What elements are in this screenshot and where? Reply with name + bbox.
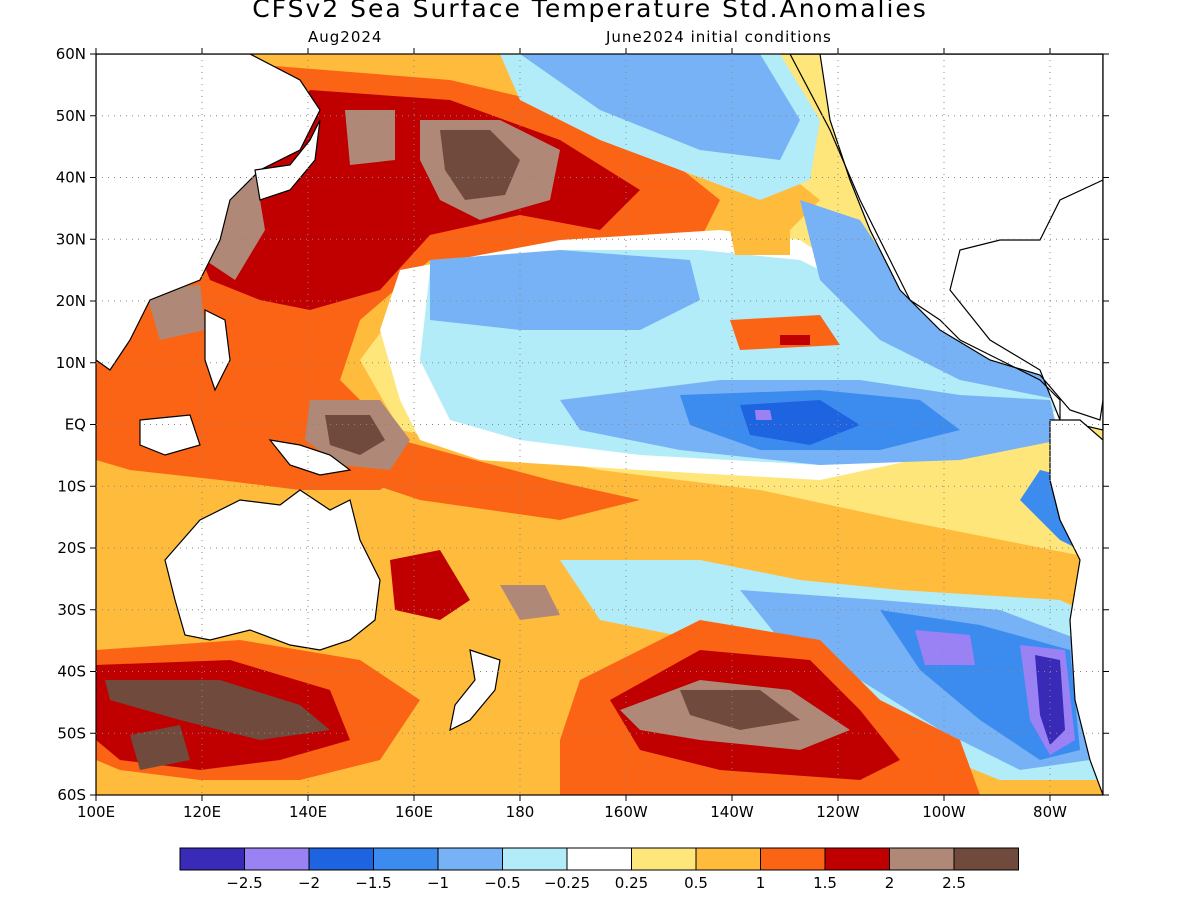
initial-conditions-label: June2024 initial conditions [606, 28, 832, 46]
south-america [1049, 419, 1103, 795]
lon-label: 100E [77, 803, 115, 821]
lat-label: 50S [57, 724, 86, 742]
colorbar-swatch [953, 847, 1019, 871]
colorbar-label: 2 [885, 874, 895, 892]
anomaly-region [390, 550, 470, 620]
colorbar-swatch [631, 847, 697, 871]
anomaly-region [780, 335, 810, 345]
colorbar-swatch [889, 847, 955, 871]
anomaly-region [1035, 655, 1065, 745]
anomaly-region [680, 690, 800, 730]
colorbar-label: −2 [298, 874, 320, 892]
new-guinea [268, 439, 352, 476]
lat-label: 60S [57, 786, 86, 804]
anomaly-region [105, 680, 330, 740]
lat-label: 50N [56, 107, 86, 125]
anomaly-region [440, 130, 520, 200]
lon-label: 180 [506, 803, 535, 821]
colorbar-swatch [308, 847, 374, 871]
lat-label: 60N [56, 45, 86, 63]
philippines [204, 309, 231, 392]
colorbar-label: 1.5 [813, 874, 837, 892]
lat-label: 40S [57, 663, 86, 681]
anomaly-region [345, 110, 395, 165]
colorbar [179, 847, 1019, 871]
colorbar-label: 0.5 [684, 874, 708, 892]
colorbar-label: −1 [427, 874, 449, 892]
colorbar-swatch [437, 847, 503, 871]
axis-ticks [90, 48, 1109, 801]
lat-label: 30S [57, 601, 86, 619]
lat-label: EQ [65, 416, 86, 434]
anomaly-region [755, 410, 772, 420]
lon-label: 100W [922, 803, 966, 821]
anomaly-region [130, 725, 190, 770]
colorbar-swatch [244, 847, 310, 871]
colorbar-swatch [566, 847, 632, 871]
japan [254, 119, 321, 201]
colorbar-swatch [179, 847, 245, 871]
colorbar-label: 0.25 [615, 874, 648, 892]
lon-label: 160W [604, 803, 648, 821]
valid-month-label: Aug2024 [308, 28, 383, 46]
colorbar-label: −0.5 [484, 874, 520, 892]
lon-label: 120E [183, 803, 221, 821]
anomaly-region [325, 415, 385, 455]
anomaly-region [730, 225, 790, 255]
lat-label: 30N [56, 230, 86, 248]
colorbar-label: 1 [756, 874, 766, 892]
land-masses [96, 54, 1103, 795]
longitude-labels: 100E 120E 140E 160E 180 160W 140W 120W 100W 80W [77, 803, 1067, 821]
lon-label: 140E [289, 803, 327, 821]
map-title: CFSv2 Sea Surface Temperature Std.Anomal… [252, 0, 928, 23]
colorbar-swatch [760, 847, 826, 871]
colorbar-label: −1.5 [355, 874, 391, 892]
colorbar-swatch [502, 847, 568, 871]
anomaly-region [500, 585, 560, 620]
north-america [780, 54, 1103, 431]
lon-label: 80W [1033, 803, 1067, 821]
lon-label: 120W [816, 803, 860, 821]
lat-label: 10S [57, 477, 86, 495]
borneo-sulawesi [139, 414, 201, 456]
lat-label: 40N [56, 169, 86, 187]
anomaly-region [520, 54, 800, 160]
colorbar-swatch [824, 847, 890, 871]
latitude-labels: 60N 50N 40N 30N 20N 10N EQ 10S 20S 30S 40S 50S 60S [56, 45, 86, 804]
colorbar-labels: −2.5 −2 −1.5 −1 −0.5 −0.25 0.25 0.5 1 1.5 2 2.5 [226, 874, 966, 892]
new-zealand [449, 649, 501, 732]
colorbar-label: −2.5 [226, 874, 262, 892]
colorbar-label: −0.25 [544, 874, 590, 892]
anomaly-region [915, 630, 975, 665]
anomaly-region [730, 315, 840, 350]
australia [164, 489, 381, 651]
colorbar-swatch [373, 847, 439, 871]
lat-label: 20S [57, 539, 86, 557]
lon-label: 140W [710, 803, 754, 821]
anomaly-region [430, 250, 700, 330]
lon-label: 160E [395, 803, 433, 821]
asia-coast [96, 54, 321, 371]
lat-label: 20N [56, 292, 86, 310]
lat-label: 10N [56, 354, 86, 372]
anomaly-region [145, 285, 205, 340]
colorbar-swatch [695, 847, 761, 871]
colorbar-label: 2.5 [942, 874, 966, 892]
